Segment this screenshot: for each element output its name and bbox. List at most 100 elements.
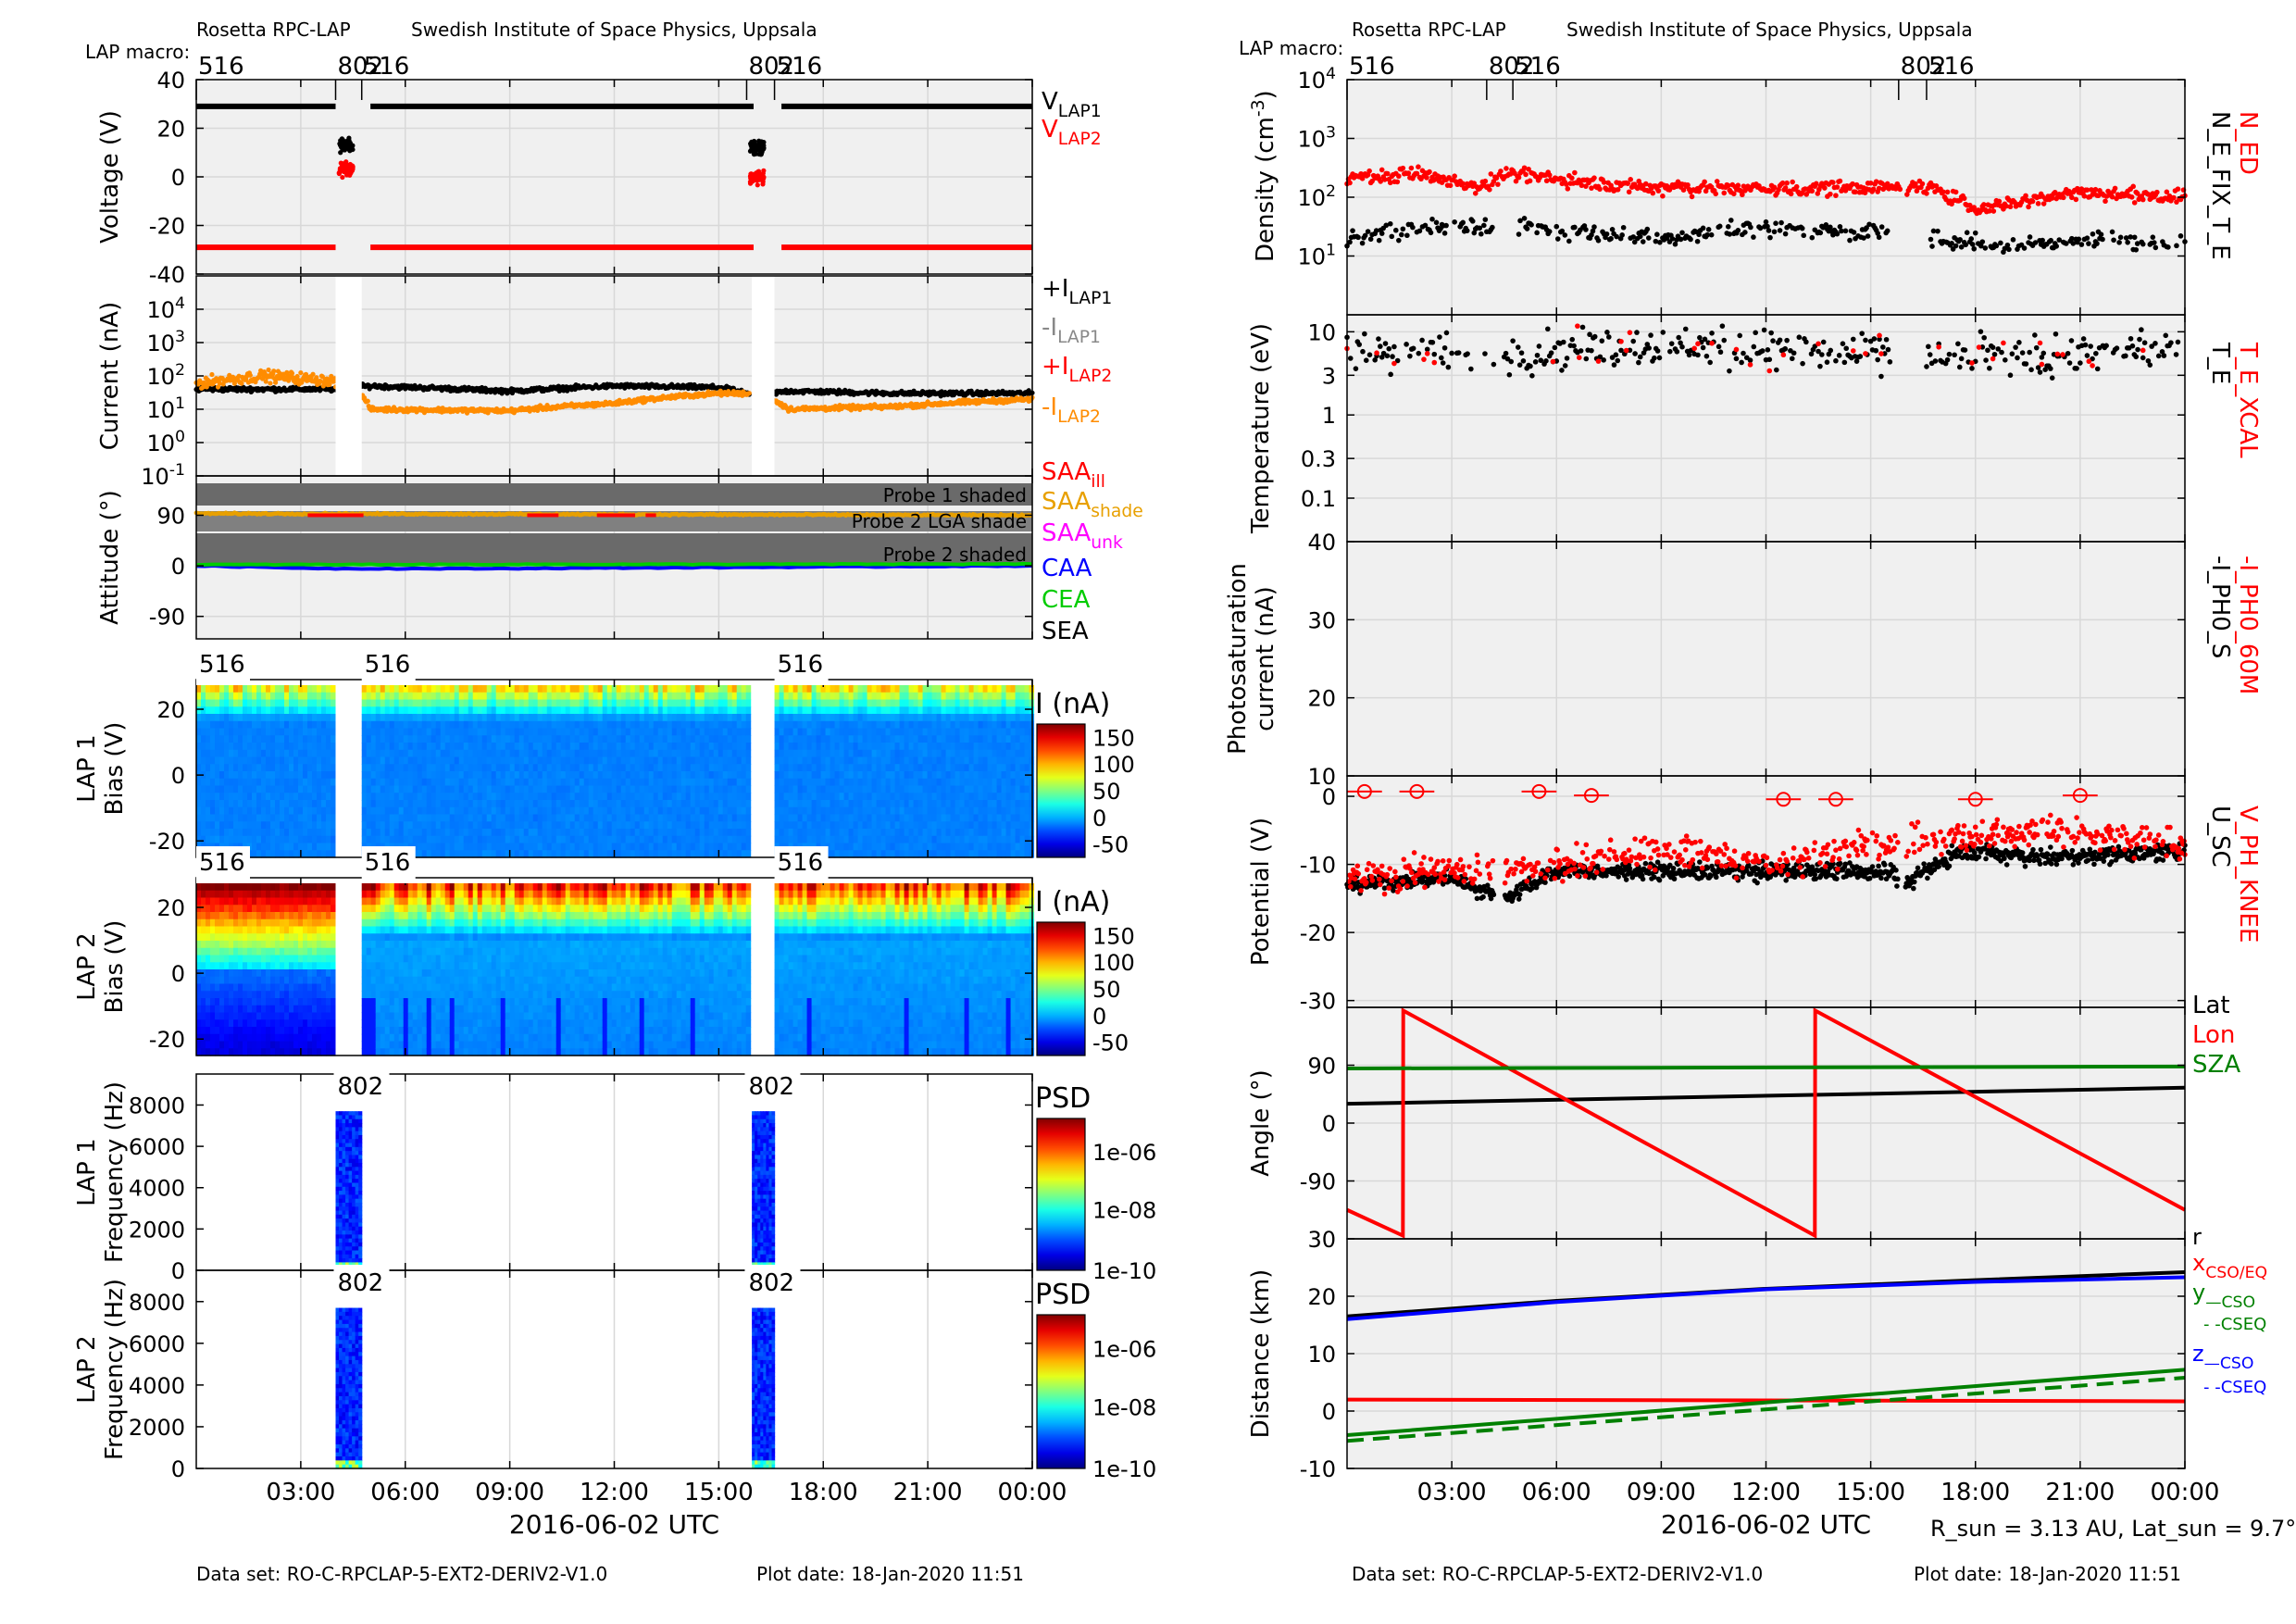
heatmap-cell bbox=[454, 728, 460, 736]
heatmap-cell bbox=[463, 764, 469, 772]
heatmap-cell bbox=[514, 706, 520, 715]
heatmap-cell bbox=[361, 829, 368, 837]
heatmap-cell bbox=[298, 735, 304, 743]
heatmap-cell bbox=[403, 735, 409, 743]
heatmap-cell bbox=[403, 785, 409, 793]
heatmap-cell bbox=[430, 728, 437, 736]
heatmap-cell bbox=[602, 743, 608, 751]
heatmap-cell bbox=[361, 806, 368, 816]
heatmap-cell bbox=[366, 706, 372, 715]
heatmap-cell bbox=[233, 806, 239, 816]
heatmap-cell bbox=[380, 829, 386, 837]
heatmap-cell bbox=[321, 835, 327, 844]
heatmap-cell bbox=[588, 756, 594, 765]
heatmap-cell bbox=[280, 706, 285, 715]
heatmap-cell bbox=[514, 692, 520, 701]
heatmap-cell bbox=[643, 778, 650, 787]
heatmap-cell bbox=[331, 800, 336, 808]
heatmap-cell bbox=[565, 806, 571, 816]
heatmap-cell bbox=[229, 756, 234, 765]
heatmap-cell bbox=[303, 778, 308, 787]
heatmap-cell bbox=[201, 699, 206, 707]
heatmap-cell bbox=[224, 735, 230, 743]
heatmap-cell bbox=[224, 829, 230, 837]
heatmap-cell bbox=[307, 735, 313, 743]
heatmap-cell bbox=[648, 764, 655, 772]
heatmap-cell bbox=[261, 749, 267, 758]
heatmap-cell bbox=[500, 829, 506, 837]
heatmap-cell bbox=[653, 829, 659, 837]
heatmap-cell bbox=[662, 743, 668, 751]
heatmap-cell bbox=[630, 785, 636, 793]
heatmap-cell bbox=[233, 685, 239, 693]
heatmap-cell bbox=[196, 778, 202, 787]
data-point bbox=[310, 371, 316, 377]
heatmap-cell bbox=[546, 821, 553, 830]
heatmap-cell bbox=[500, 778, 506, 787]
heatmap-cell bbox=[616, 821, 622, 830]
heatmap-cell bbox=[317, 835, 322, 844]
heatmap-cell bbox=[518, 699, 525, 707]
heatmap-cell bbox=[238, 814, 243, 822]
heatmap-cell bbox=[412, 743, 418, 751]
heatmap-cell bbox=[326, 735, 331, 743]
heatmap-cell bbox=[219, 835, 225, 844]
heatmap-cell bbox=[412, 793, 418, 801]
heatmap-cell bbox=[481, 685, 488, 693]
heatmap-cell bbox=[435, 835, 442, 844]
heatmap-cell bbox=[275, 743, 281, 751]
heatmap-cell bbox=[384, 764, 391, 772]
heatmap-cell bbox=[449, 720, 455, 730]
heatmap-cell bbox=[468, 685, 474, 693]
heatmap-cell bbox=[238, 714, 243, 722]
heatmap-cell bbox=[495, 749, 502, 758]
heatmap-cell bbox=[312, 800, 318, 808]
heatmap-cell bbox=[361, 728, 368, 736]
heatmap-cell bbox=[458, 778, 465, 787]
heatmap-cell bbox=[630, 829, 636, 837]
heatmap-cell bbox=[537, 749, 543, 758]
heatmap-cell bbox=[233, 692, 239, 701]
heatmap-lap1_sweep bbox=[196, 685, 336, 858]
heatmap-cell bbox=[321, 749, 327, 758]
heatmap-cell bbox=[532, 793, 539, 801]
heatmap-cell bbox=[380, 735, 386, 743]
heatmap-cell bbox=[606, 800, 613, 808]
heatmap-cell bbox=[657, 756, 664, 765]
heatmap-cell bbox=[321, 764, 327, 772]
heatmap-cell bbox=[289, 843, 294, 851]
heatmap-cell bbox=[653, 714, 659, 722]
heatmap-cell bbox=[481, 706, 488, 715]
heatmap-cell bbox=[243, 793, 248, 801]
heatmap-cell bbox=[243, 800, 248, 808]
heatmap-cell bbox=[389, 720, 395, 730]
heatmap-cell bbox=[219, 749, 225, 758]
heatmap-cell bbox=[611, 706, 618, 715]
heatmap-cell bbox=[611, 714, 618, 722]
heatmap-cell bbox=[505, 793, 511, 801]
heatmap-cell bbox=[528, 756, 534, 765]
heatmap-cell bbox=[542, 743, 548, 751]
heatmap-cell bbox=[403, 806, 409, 816]
heatmap-cell bbox=[616, 778, 622, 787]
heatmap-cell bbox=[398, 749, 405, 758]
heatmap-cell bbox=[569, 749, 576, 758]
heatmap-cell bbox=[611, 821, 618, 830]
heatmap-cell bbox=[366, 714, 372, 722]
heatmap-cell bbox=[389, 785, 395, 793]
heatmap-cell bbox=[532, 706, 539, 715]
heatmap-cell bbox=[393, 764, 400, 772]
heatmap-cell bbox=[565, 720, 571, 730]
heatmap-cell bbox=[454, 829, 460, 837]
heatmap-cell bbox=[662, 749, 668, 758]
heatmap-cell bbox=[509, 785, 516, 793]
heatmap-cell bbox=[219, 743, 225, 751]
heatmap-cell bbox=[196, 714, 202, 722]
heatmap-cell bbox=[505, 829, 511, 837]
heatmap-cell bbox=[206, 778, 211, 787]
heatmap-cell bbox=[389, 821, 395, 830]
heatmap-cell bbox=[653, 793, 659, 801]
heatmap-cell bbox=[403, 714, 409, 722]
heatmap-cell bbox=[307, 706, 313, 715]
heatmap-cell bbox=[361, 692, 368, 701]
